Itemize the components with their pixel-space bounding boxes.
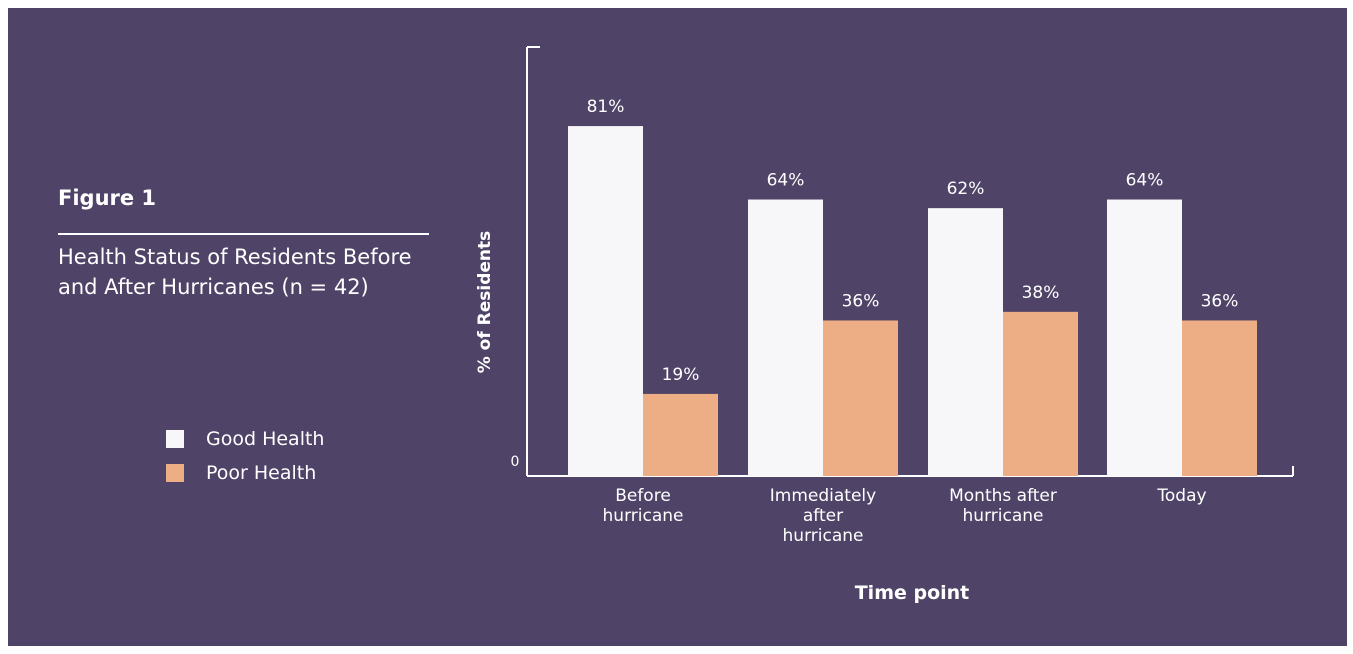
bar-poor-health-1 (823, 320, 898, 476)
legend-label-good-health: Good Health (206, 428, 325, 450)
y-tick-label-0: 0 (511, 454, 520, 470)
bar-good-health-3 (1107, 199, 1182, 476)
x-tick-label-1-line-2: hurricane (783, 526, 864, 546)
legend-swatch-good-health (166, 430, 184, 448)
data-label-good-health-2: 62% (947, 179, 985, 199)
bar-poor-health-3 (1182, 320, 1257, 476)
x-axis-label: Time point (855, 582, 970, 604)
bar-poor-health-0 (643, 393, 718, 476)
x-tick-label-0-line-0: Before (615, 486, 671, 506)
figure-divider (58, 233, 429, 235)
figure-title: Health Status of Residents Before and Af… (58, 245, 412, 299)
x-tick-label-2-line-1: hurricane (963, 506, 1044, 526)
x-tick-label-1-line-0: Immediately (770, 486, 876, 506)
x-tick-label-2-line-0: Months after (949, 486, 1057, 506)
data-label-poor-health-2: 38% (1022, 283, 1060, 303)
data-label-poor-health-1: 36% (842, 291, 880, 311)
bar-poor-health-2 (1003, 311, 1078, 476)
data-label-good-health-1: 64% (767, 171, 805, 191)
data-label-poor-health-3: 36% (1201, 291, 1239, 311)
x-tick-label-1-line-1: after (803, 506, 843, 526)
bar-good-health-0 (568, 126, 643, 476)
x-tick-label-3-line-0: Today (1156, 486, 1206, 506)
legend-item-poor-health: Poor Health (166, 456, 324, 490)
bar-good-health-1 (748, 199, 823, 476)
data-label-poor-health-0: 19% (662, 365, 700, 385)
legend-label-poor-health: Poor Health (206, 462, 317, 484)
legend: Good Health Poor Health (166, 422, 324, 490)
figure-label: Figure 1 (58, 186, 157, 210)
legend-swatch-poor-health (166, 464, 184, 482)
bar-good-health-2 (928, 208, 1003, 476)
legend-item-good-health: Good Health (166, 422, 324, 456)
data-label-good-health-0: 81% (587, 97, 625, 117)
x-tick-label-0-line-1: hurricane (603, 506, 684, 526)
y-axis-label: % of Residents (475, 231, 495, 374)
data-label-good-health-3: 64% (1126, 171, 1164, 191)
